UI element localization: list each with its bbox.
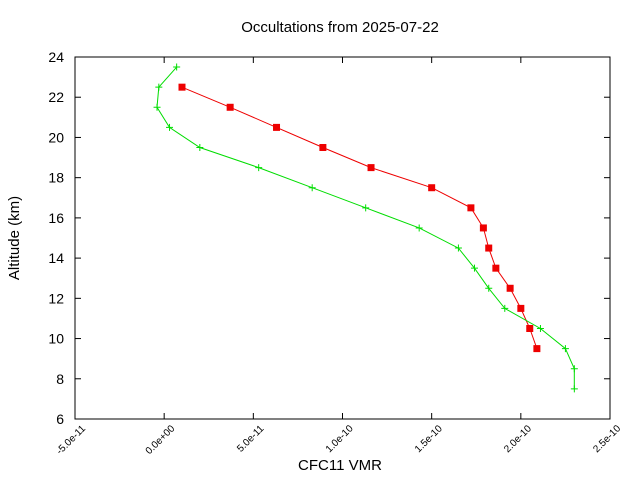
series-2-point [454,244,462,252]
series-2-point [196,144,204,151]
series-2-point [362,204,370,212]
x-axis: -5.0e-11 0.0e+00 5.0e-11 1.0e-10 1.5e-10 2.0e… [55,57,623,457]
y-axis: 6 8 10 12 14 16 18 20 22 24 [48,49,610,427]
series-1-point [492,264,500,272]
y-tick-label: 8 [56,371,64,387]
chart-title: Occultations from 2025-07-22 [241,19,439,36]
series-1-point [367,164,375,172]
series-1-point [479,224,487,232]
y-tick-label: 14 [48,250,64,266]
y-tick-label: 24 [48,49,64,65]
series-1-point [467,204,475,212]
series-1-point [178,83,186,91]
x-tick-label: -5.0e-11 [55,423,89,457]
series-1-point [485,244,493,252]
x-axis-label: CFC11 VMR [298,457,382,474]
series-1-line [181,86,538,349]
series-2-point [173,63,181,71]
series-1-point [517,304,525,312]
series-2-point [166,123,174,131]
x-tick-label: 0.0e+00 [144,423,178,457]
series-1-point [226,103,234,111]
x-tick-label: 1.5e-10 [413,423,445,455]
series-2-point [501,304,509,312]
series-layer [153,63,578,393]
y-tick-label: 20 [48,129,64,145]
series-2-point [570,365,578,373]
x-tick-label: 2.5e-10 [591,423,623,455]
series-2-point [415,224,423,232]
x-tick-label: 2.0e-10 [502,423,534,455]
series-2-point [470,264,478,272]
series-2-point [308,184,316,192]
series-2-line [156,66,575,389]
series-2-point [561,345,569,353]
y-axis-label: Altitude (km) [6,196,23,280]
x-tick-label: 1.0e-10 [324,423,356,455]
series-2-point [485,284,493,292]
plot-frame [74,56,611,420]
series-1-point [533,345,541,353]
y-tick-label: 6 [56,411,64,427]
series-1-point [428,184,436,192]
series-2-point [155,83,163,91]
series-1-point [273,123,281,131]
series-2-point [255,164,263,172]
series-1-point [506,284,514,292]
series-2-point [153,103,161,111]
y-tick-label: 10 [48,331,64,347]
y-tick-label: 22 [48,89,64,105]
y-tick-label: 12 [48,290,64,306]
series-1-point [526,325,534,332]
x-tick-label: 5.0e-11 [235,423,267,455]
y-tick-label: 16 [48,210,64,226]
y-tick-label: 18 [48,170,64,186]
series-2-point [536,325,544,332]
series-2-point [570,385,578,393]
series-1-point [319,144,327,151]
